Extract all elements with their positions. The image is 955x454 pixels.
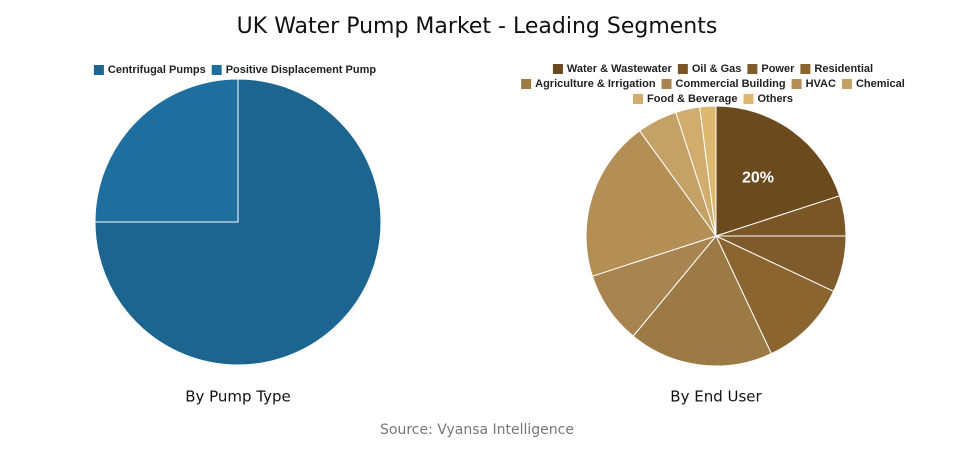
pie-slice <box>585 130 717 277</box>
legend-swatch <box>747 64 758 74</box>
legend-swatch <box>677 64 688 74</box>
legend-swatch <box>552 64 563 74</box>
source: Source: Vyansa Intelligence <box>380 422 574 438</box>
page-title: UK Water Pump Market - Leading Segments <box>237 14 718 39</box>
chart-title: By Pump Type <box>185 388 291 406</box>
legend-label: Power <box>761 63 795 75</box>
pie-slice <box>714 234 835 355</box>
legend-label: Chemical <box>856 78 905 90</box>
legend-label: Food & Beverage <box>647 93 737 105</box>
value-label: 20% <box>742 169 774 186</box>
pie-slice <box>94 78 239 223</box>
legend-label: HVAC <box>806 78 836 90</box>
legend-swatch <box>633 94 644 104</box>
legend-swatch <box>800 64 811 74</box>
chart-title: By End User <box>670 388 762 406</box>
pie-slice <box>94 78 382 366</box>
legend-label: Positive Displacement Pump <box>226 64 377 76</box>
legend-swatch <box>93 65 104 75</box>
pie-slice <box>632 235 773 367</box>
pie-slice <box>715 105 841 237</box>
legend-label: Oil & Gas <box>692 63 742 75</box>
legend-label: Agriculture & Irrigation <box>535 78 656 90</box>
legend-swatch <box>743 94 754 104</box>
legend-label: Residential <box>814 63 873 75</box>
pie-slice <box>699 105 717 237</box>
legend-swatch <box>791 79 802 89</box>
legend-label: Centrifugal Pumps <box>108 64 206 76</box>
legend-swatch <box>661 79 672 89</box>
legend-swatch <box>521 79 532 89</box>
legend-label: Water & Wastewater <box>567 63 673 75</box>
legend-label: Others <box>758 93 793 105</box>
legend-swatch <box>841 79 852 89</box>
legend-swatch <box>211 65 222 75</box>
legend-label: Commercial Building <box>676 78 786 90</box>
